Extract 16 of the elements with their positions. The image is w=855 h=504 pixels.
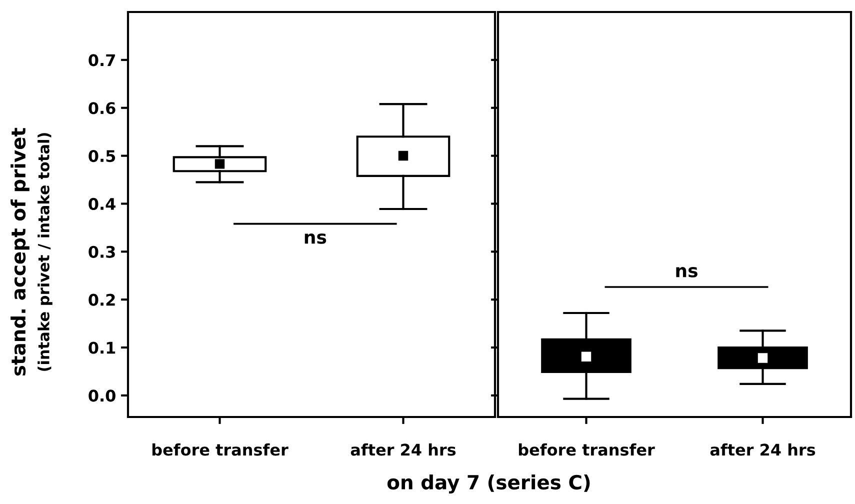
x-tick-label: after 24 hrs — [710, 443, 816, 456]
y-tick-label: 0.2 — [88, 294, 115, 306]
annotation: ns — [676, 267, 698, 278]
annotation: ns — [304, 234, 326, 244]
y-tick-label: 0.4 — [88, 198, 116, 210]
x-tick-label: before transfer — [152, 443, 288, 456]
x-tick-label: after 24 hrs — [350, 443, 456, 456]
y-axis-title: stand. accept of privet (intake privet / intake total) — [10, 128, 52, 376]
y-tick-label: 0.3 — [88, 246, 115, 258]
y-tick-label: 0.0 — [88, 390, 116, 402]
y-tick-label: 0.5 — [88, 150, 116, 162]
x-tick-label: before transfer — [518, 443, 655, 456]
x-axis-title: on day 7 (series C) — [387, 474, 590, 494]
y-tick-label: 0.1 — [88, 342, 116, 354]
y-tick-label: 0.6 — [88, 102, 116, 114]
y-tick-label: 0.7 — [88, 54, 115, 66]
